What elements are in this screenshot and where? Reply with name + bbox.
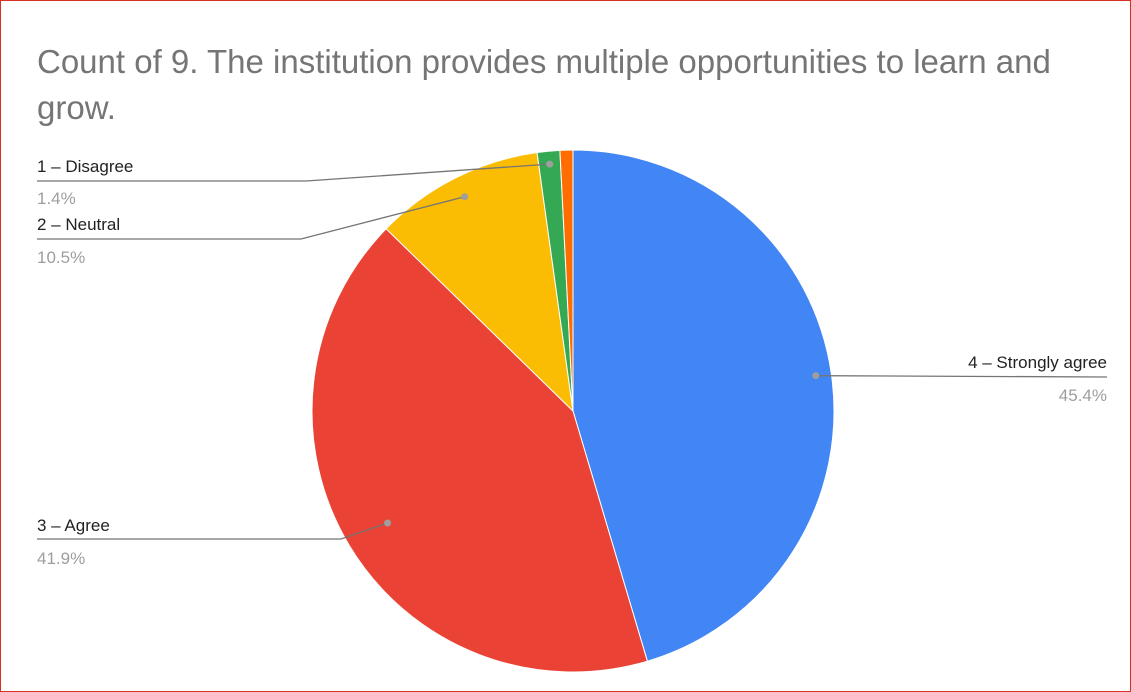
leader-line-strongly-agree (815, 375, 1108, 378)
leader-dot-disagree (546, 160, 554, 168)
slice-label-agree: 3 – Agree (37, 516, 110, 535)
leader-dot-strongly-agree (812, 372, 820, 380)
pie-slice-other[interactable] (559, 149, 574, 412)
leader-dot-agree (384, 519, 392, 527)
leader-line-disagree (37, 163, 550, 182)
chart-title: Count of 9. The institution provides mul… (37, 43, 1051, 126)
slice-percent-agree: 41.9% (37, 549, 85, 568)
pie-slices (311, 149, 835, 673)
leader-dot-neutral (461, 193, 469, 201)
pie-slice-strongly-agree[interactable] (572, 149, 835, 662)
leader-line-neutral (37, 196, 465, 240)
slice-percent-disagree: 1.4% (37, 189, 76, 208)
pie-slice-neutral[interactable] (385, 151, 574, 413)
leader-lines (37, 160, 1108, 540)
slice-label-strongly-agree: 4 – Strongly agree (968, 353, 1107, 372)
slice-percent-neutral: 10.5% (37, 248, 85, 267)
leader-line-agree (37, 522, 388, 540)
pie-slice-agree[interactable] (311, 228, 649, 673)
slice-label-neutral: 2 – Neutral (37, 215, 120, 234)
slice-percent-strongly-agree: 45.4% (1059, 386, 1107, 405)
slice-label-disagree: 1 – Disagree (37, 157, 133, 176)
